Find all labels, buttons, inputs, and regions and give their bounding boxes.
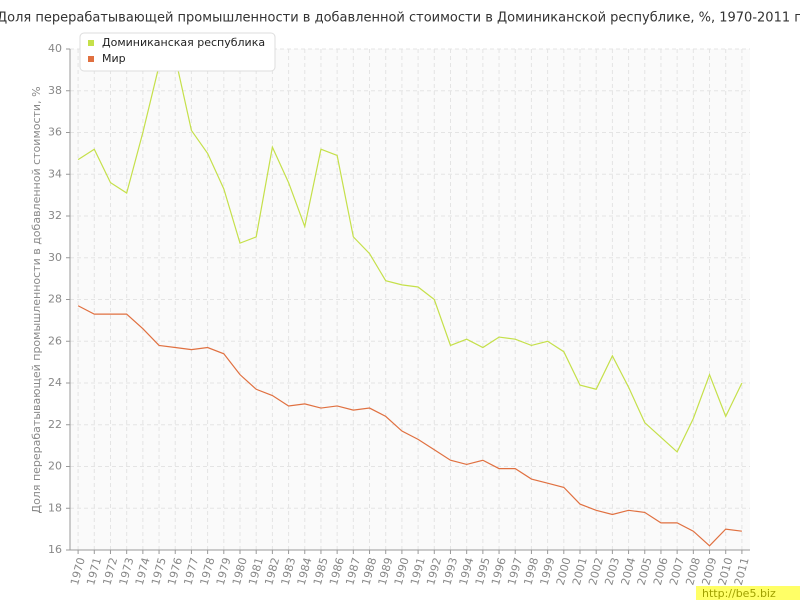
y-tick-label: 32 [48, 209, 62, 222]
chart-title: Доля перерабатывающей промышленности в д… [0, 11, 800, 26]
y-tick-label: 28 [48, 293, 62, 306]
watermark-bg [696, 586, 800, 600]
y-tick-label: 24 [48, 376, 62, 389]
y-tick-label: 34 [48, 167, 62, 180]
y-tick-label: 16 [48, 543, 62, 556]
legend-label: Мир [102, 52, 126, 65]
legend [79, 32, 276, 72]
y-axis-label: Доля перерабатывающей промышленности в д… [30, 86, 43, 513]
series-line [77, 305, 742, 547]
y-tick-label: 26 [48, 334, 62, 347]
legend-swatch [88, 56, 94, 62]
y-tick-label: 20 [48, 460, 62, 473]
watermark: http://be5.biz [702, 587, 776, 600]
y-tick-label: 38 [48, 84, 62, 97]
y-tick-label: 18 [48, 501, 62, 514]
series-line [77, 56, 743, 453]
y-tick-label: 30 [48, 251, 62, 264]
series [77, 56, 743, 547]
y-tick-label: 36 [48, 126, 62, 139]
y-tick-label: 22 [48, 418, 62, 431]
legend-label: Доминиканская республика [102, 36, 265, 49]
legend-swatch [88, 40, 94, 46]
y-tick-label: 40 [48, 42, 62, 55]
